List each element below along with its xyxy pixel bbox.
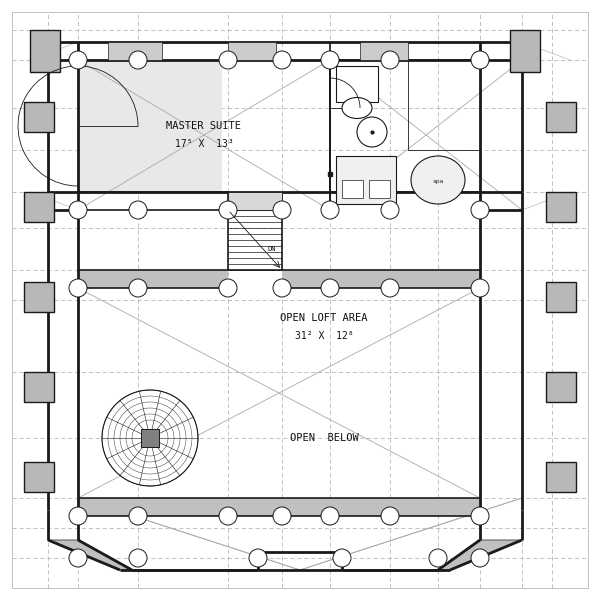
Circle shape <box>219 507 237 525</box>
Circle shape <box>381 279 399 297</box>
Circle shape <box>471 549 489 567</box>
Bar <box>369 180 390 198</box>
Bar <box>546 102 576 132</box>
Bar <box>282 270 480 288</box>
Circle shape <box>273 201 291 219</box>
Bar <box>24 102 54 132</box>
Bar <box>336 156 396 204</box>
Text: OPEN LOFT AREA: OPEN LOFT AREA <box>280 313 368 323</box>
Circle shape <box>471 51 489 69</box>
Bar <box>141 429 159 447</box>
Circle shape <box>219 51 237 69</box>
Bar <box>78 270 228 288</box>
Bar <box>78 60 222 192</box>
Circle shape <box>69 51 87 69</box>
Circle shape <box>273 51 291 69</box>
Bar <box>24 462 54 492</box>
Circle shape <box>219 201 237 219</box>
Bar <box>546 462 576 492</box>
Bar <box>24 192 54 222</box>
Circle shape <box>129 51 147 69</box>
Circle shape <box>333 549 351 567</box>
Bar <box>546 372 576 402</box>
Circle shape <box>381 507 399 525</box>
Circle shape <box>69 549 87 567</box>
Bar <box>546 282 576 312</box>
Circle shape <box>321 201 339 219</box>
Text: DN: DN <box>267 246 275 252</box>
Ellipse shape <box>342 97 372 118</box>
Bar <box>24 282 54 312</box>
Circle shape <box>471 201 489 219</box>
Circle shape <box>129 507 147 525</box>
Circle shape <box>321 507 339 525</box>
Circle shape <box>381 201 399 219</box>
Circle shape <box>429 549 447 567</box>
Circle shape <box>273 279 291 297</box>
Polygon shape <box>48 540 132 570</box>
Bar <box>510 30 540 72</box>
Circle shape <box>219 279 237 297</box>
Circle shape <box>321 51 339 69</box>
Circle shape <box>249 549 267 567</box>
Text: 31² X  12⁸: 31² X 12⁸ <box>295 331 353 341</box>
Circle shape <box>69 507 87 525</box>
Circle shape <box>381 51 399 69</box>
Bar <box>108 42 162 60</box>
Circle shape <box>273 507 291 525</box>
Circle shape <box>321 279 339 297</box>
Circle shape <box>357 117 387 147</box>
Ellipse shape <box>411 156 465 204</box>
Circle shape <box>471 507 489 525</box>
Bar <box>78 498 480 516</box>
Text: MASTER SUITE: MASTER SUITE <box>167 121 241 131</box>
Bar <box>228 192 282 210</box>
Bar <box>342 180 363 198</box>
Polygon shape <box>438 540 522 570</box>
Text: 17⁵ X  13³: 17⁵ X 13³ <box>175 139 233 149</box>
Circle shape <box>129 549 147 567</box>
Bar <box>336 66 378 102</box>
Bar <box>360 42 408 60</box>
Circle shape <box>69 279 87 297</box>
Circle shape <box>102 390 198 486</box>
Circle shape <box>129 279 147 297</box>
Bar <box>30 30 60 72</box>
Text: OPEN  BELOW: OPEN BELOW <box>290 433 358 443</box>
Circle shape <box>69 201 87 219</box>
Circle shape <box>471 279 489 297</box>
Bar <box>546 192 576 222</box>
Circle shape <box>129 201 147 219</box>
Bar <box>228 42 276 60</box>
Text: spa: spa <box>433 179 443 184</box>
Bar <box>24 372 54 402</box>
